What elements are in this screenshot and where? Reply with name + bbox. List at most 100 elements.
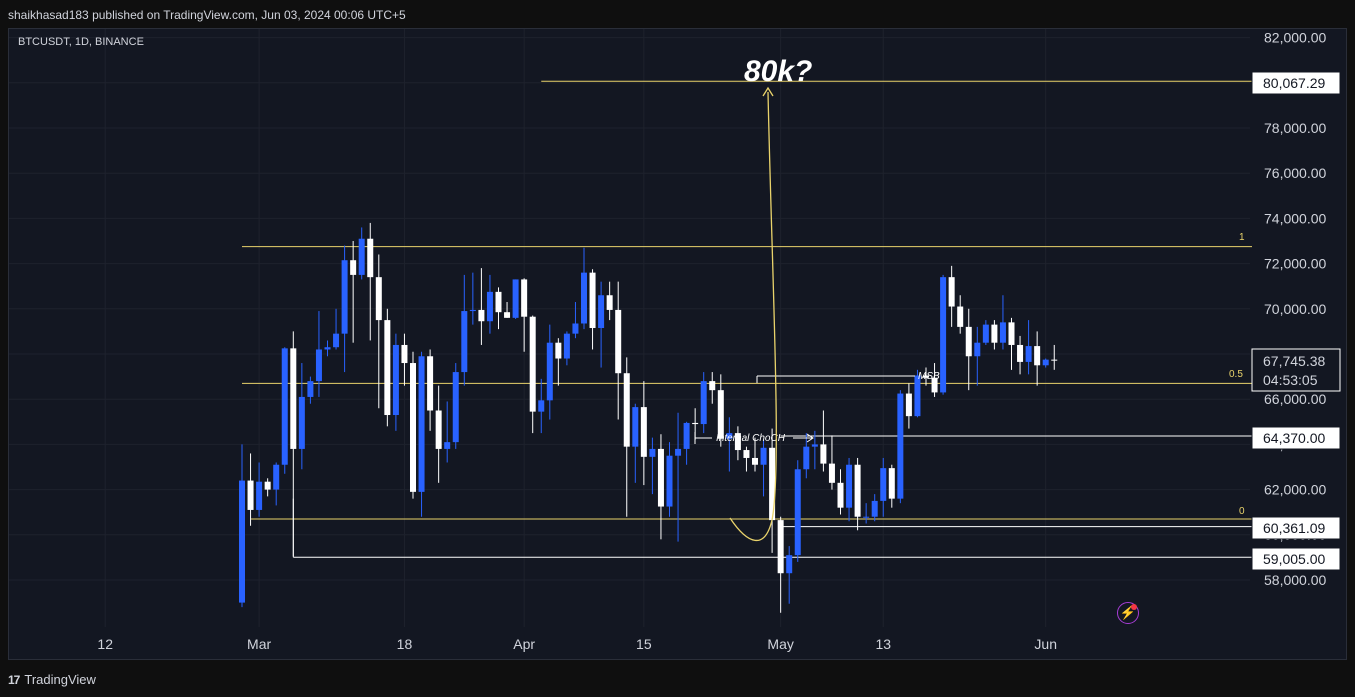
candle-body-48 — [649, 448, 656, 457]
candle-body-75 — [880, 468, 887, 501]
fib-label-0: 0 — [1239, 506, 1245, 517]
level-c-box — [1251, 547, 1341, 571]
candle-body-69 — [828, 463, 835, 483]
footer — [0, 662, 1355, 697]
candle-body-10 — [324, 347, 331, 350]
candle-body-66 — [803, 446, 810, 470]
candle-body-35 — [538, 400, 545, 412]
annotations: MSB Internal ChoCH 80k? 1 0.5 0 — [694, 55, 1245, 542]
y-tick-label-6: 70,000.00 — [1264, 301, 1326, 317]
candle-body-18 — [392, 344, 399, 416]
candle-body-49 — [657, 448, 664, 507]
candle-body-4 — [273, 464, 280, 490]
chart-frame — [8, 28, 1347, 660]
candle-body-68 — [820, 444, 827, 464]
candle-body-37 — [555, 342, 562, 359]
price-axis: 58,000.0060,000.0062,000.0064,000.0066,0… — [1264, 30, 1326, 588]
candle-body-93 — [1034, 346, 1041, 366]
y-tick-label-2: 62,000.00 — [1264, 482, 1326, 498]
candle-body-46 — [632, 407, 639, 447]
y-tick-label-12: 82,000.00 — [1264, 30, 1326, 46]
choch-arrow — [806, 433, 814, 443]
candle-body-15 — [367, 238, 374, 278]
current-price-box — [1251, 348, 1341, 392]
candle-body-60 — [752, 457, 758, 465]
candle-body-63 — [777, 520, 784, 574]
candle-body-11 — [333, 333, 340, 348]
x-tick-label-0: 12 — [97, 636, 113, 652]
candle-body-51 — [675, 448, 682, 456]
level-a-label: 64,370.00 — [1263, 430, 1325, 446]
candle-body-13 — [350, 260, 357, 275]
msb-label: MSB — [918, 371, 940, 382]
candle-body-30 — [495, 291, 502, 313]
candle-body-85 — [965, 326, 972, 357]
candle-body-19 — [401, 344, 408, 364]
candle-body-32 — [512, 279, 519, 318]
y-tick-label-8: 74,000.00 — [1264, 210, 1326, 226]
candle-body-38 — [563, 333, 570, 359]
candle-body-22 — [427, 356, 434, 411]
x-tick-label-6: 13 — [875, 636, 891, 652]
candle-body-5 — [281, 348, 288, 465]
candle-body-12 — [341, 260, 348, 334]
candle-body-92 — [1025, 346, 1032, 362]
candle-body-41 — [589, 272, 596, 329]
candle-body-0 — [239, 480, 245, 603]
grid-lines — [9, 29, 1250, 627]
tradingview-logo-icon: 17 — [8, 672, 20, 687]
candle-body-72 — [854, 464, 861, 517]
choch-label: Internal ChoCH — [716, 433, 786, 444]
candle-body-95 — [1051, 359, 1058, 361]
candle-body-84 — [957, 306, 964, 327]
level-b-box — [1251, 516, 1341, 540]
candle-body-57 — [726, 433, 733, 439]
target-question: 80k? — [744, 55, 812, 88]
level-a-box — [1251, 426, 1341, 450]
brand[interactable]: 17 TradingView — [8, 672, 96, 687]
countdown-label: 04:53:05 — [1263, 372, 1318, 388]
candle-body-78 — [905, 393, 912, 417]
candle-body-31 — [504, 312, 511, 318]
y-tick-label-7: 72,000.00 — [1264, 256, 1326, 272]
top-bar: shaikhasad183 published on TradingView.c… — [0, 0, 1355, 28]
candle-body-14 — [358, 238, 365, 275]
candle-body-2 — [256, 481, 263, 510]
candle-body-23 — [435, 410, 442, 449]
candle-body-24 — [444, 442, 451, 449]
candle-body-9 — [315, 349, 322, 382]
candle-body-42 — [598, 295, 605, 329]
candle-body-7 — [298, 396, 305, 449]
candle-body-64 — [786, 555, 793, 574]
candle-body-58 — [734, 433, 741, 451]
target-price-label: 80,067.29 — [1263, 75, 1325, 91]
current-price-label: 67,745.38 — [1263, 353, 1325, 369]
candle-body-94 — [1042, 359, 1049, 366]
x-tick-label-1: Mar — [247, 636, 271, 652]
target-price-box — [1251, 71, 1341, 95]
candle-body-74 — [871, 500, 878, 517]
candle-body-83 — [948, 277, 955, 307]
candle-body-88 — [991, 324, 998, 343]
candle-body-26 — [461, 311, 468, 373]
candle-body-33 — [521, 279, 528, 317]
candle-body-17 — [384, 320, 391, 416]
candle-body-39 — [572, 323, 579, 334]
candle-body-81 — [931, 377, 938, 393]
candle-body-70 — [837, 482, 844, 508]
candle-body-54 — [700, 381, 707, 425]
candle-body-76 — [888, 468, 895, 499]
candle-body-52 — [683, 422, 690, 449]
candle-body-27 — [469, 309, 476, 312]
candle-body-53 — [692, 422, 699, 425]
publisher-info: shaikhasad183 published on TradingView.c… — [8, 8, 406, 22]
candle-body-80 — [923, 375, 929, 378]
symbol-info: BTCUSDT, 1D, BINANCE — [18, 36, 144, 48]
notification-dot — [1131, 604, 1137, 610]
y-tick-label-9: 76,000.00 — [1264, 165, 1326, 181]
brand-name: TradingView — [24, 672, 96, 687]
horizontal-levels — [242, 80, 1252, 558]
candle-body-47 — [640, 407, 647, 457]
candle-body-36 — [546, 342, 553, 401]
